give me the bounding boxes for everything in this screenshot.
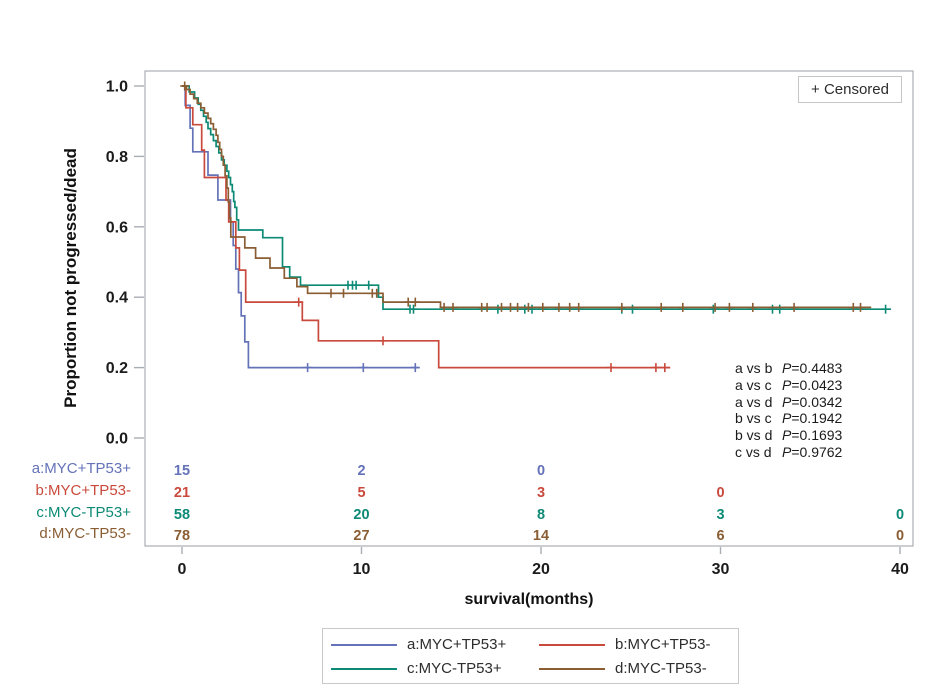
at-risk-count-d: 78 [174, 528, 190, 544]
y-tick-label: 1.0 [106, 79, 128, 96]
pvalue-row: b vs d P=0.1693 [735, 427, 842, 444]
at-risk-count-a: 2 [357, 463, 365, 479]
censored-legend: + Censored [798, 76, 902, 103]
comparison-label: b vs d [735, 427, 773, 444]
survival-curve-c [182, 85, 891, 311]
legend-line-swatch-c [331, 667, 397, 670]
y-tick-label: 0.8 [106, 149, 128, 166]
p-value: =0.4483 [791, 360, 843, 376]
at-risk-count-d: 0 [896, 528, 904, 544]
legend-item-d: d:MYC-TP53- [539, 660, 707, 677]
p-value: =0.1693 [791, 427, 843, 444]
p-value: =0.1942 [791, 410, 843, 427]
x-tick-label: 10 [353, 561, 371, 578]
pvalue-row: c vs d P=0.9762 [735, 444, 842, 461]
survival-curve-a [182, 85, 419, 369]
legend-item-b: b:MYC+TP53- [539, 636, 710, 653]
at-risk-count-b: 0 [716, 485, 724, 501]
y-axis-title: Proportion not progressed/dead [61, 148, 80, 408]
p-value: =0.9762 [791, 443, 843, 460]
plot-frame [144, 70, 914, 547]
pvalue-annotations: a vs b P=0.4483 a vs c P=0.0423 a vs d P=0.… [735, 360, 842, 461]
legend-line-swatch-d [539, 667, 605, 670]
legend-line-swatch-b [539, 643, 605, 646]
comparison-label: a vs b [735, 360, 773, 376]
at-risk-row-label-d: d:MYC-TP53- [39, 525, 131, 542]
x-tick-label: 0 [178, 561, 187, 578]
at-risk-count-c: 58 [174, 507, 190, 523]
y-tick-label: 0.0 [106, 431, 128, 448]
at-risk-count-c: 0 [896, 507, 904, 523]
p-symbol: P [782, 360, 792, 376]
legend-item-a: a:MYC+TP53+ [331, 636, 506, 653]
legend-item-label: d:MYC-TP53- [615, 660, 707, 677]
at-risk-count-d: 6 [716, 528, 724, 544]
x-axis-title: survival(months) [464, 591, 594, 608]
at-risk-count-a: 0 [537, 463, 545, 479]
legend-item-label: b:MYC+TP53- [615, 636, 711, 653]
x-tick-label: 30 [712, 561, 730, 578]
at-risk-row-label-c: c:MYC-TP53+ [36, 504, 131, 521]
pvalue-row: b vs c P=0.1942 [735, 410, 842, 427]
p-value: =0.0423 [791, 376, 843, 393]
y-tick-label: 0.2 [106, 360, 128, 377]
x-tick-label: 20 [532, 561, 550, 578]
p-symbol: P [782, 376, 792, 393]
at-risk-count-d: 27 [353, 528, 369, 544]
comparison-label: a vs d [735, 393, 773, 410]
p-symbol: P [782, 410, 792, 427]
at-risk-count-b: 5 [357, 485, 365, 501]
at-risk-count-d: 14 [533, 528, 549, 544]
survival-curve-d [182, 85, 872, 309]
pvalue-row: a vs d P=0.0342 [735, 394, 842, 411]
y-tick-label: 0.4 [106, 290, 128, 307]
legend-item-label: c:MYC-TP53+ [407, 660, 502, 677]
p-symbol: P [782, 443, 792, 460]
pvalue-row: a vs c P=0.0423 [735, 377, 842, 394]
at-risk-row-label-a: a:MYC+TP53+ [31, 460, 131, 477]
p-value: =0.0342 [791, 393, 843, 410]
at-risk-count-b: 21 [174, 485, 190, 501]
comparison-label: a vs c [735, 376, 772, 393]
at-risk-count-a: 15 [174, 463, 190, 479]
legend-item-c: c:MYC-TP53+ [331, 660, 502, 677]
comparison-label: b vs c [735, 410, 772, 427]
p-symbol: P [782, 427, 792, 444]
legend-item-label: a:MYC+TP53+ [407, 636, 507, 653]
legend-line-swatch-a [331, 643, 397, 646]
x-tick-label: 40 [891, 561, 909, 578]
y-tick-label: 0.6 [106, 219, 128, 236]
at-risk-count-b: 3 [537, 485, 545, 501]
survival-curve-b [182, 85, 671, 369]
at-risk-count-c: 20 [353, 507, 369, 523]
at-risk-count-c: 8 [537, 507, 545, 523]
at-risk-row-label-b: b:MYC+TP53- [35, 482, 131, 499]
comparison-label: c vs d [735, 443, 772, 460]
at-risk-count-c: 3 [716, 507, 724, 523]
p-symbol: P [782, 393, 792, 410]
series-legend: a:MYC+TP53+ b:MYC+TP53- c:MYC-TP53+ d:MY… [322, 628, 739, 684]
pvalue-row: a vs b P=0.4483 [735, 360, 842, 377]
